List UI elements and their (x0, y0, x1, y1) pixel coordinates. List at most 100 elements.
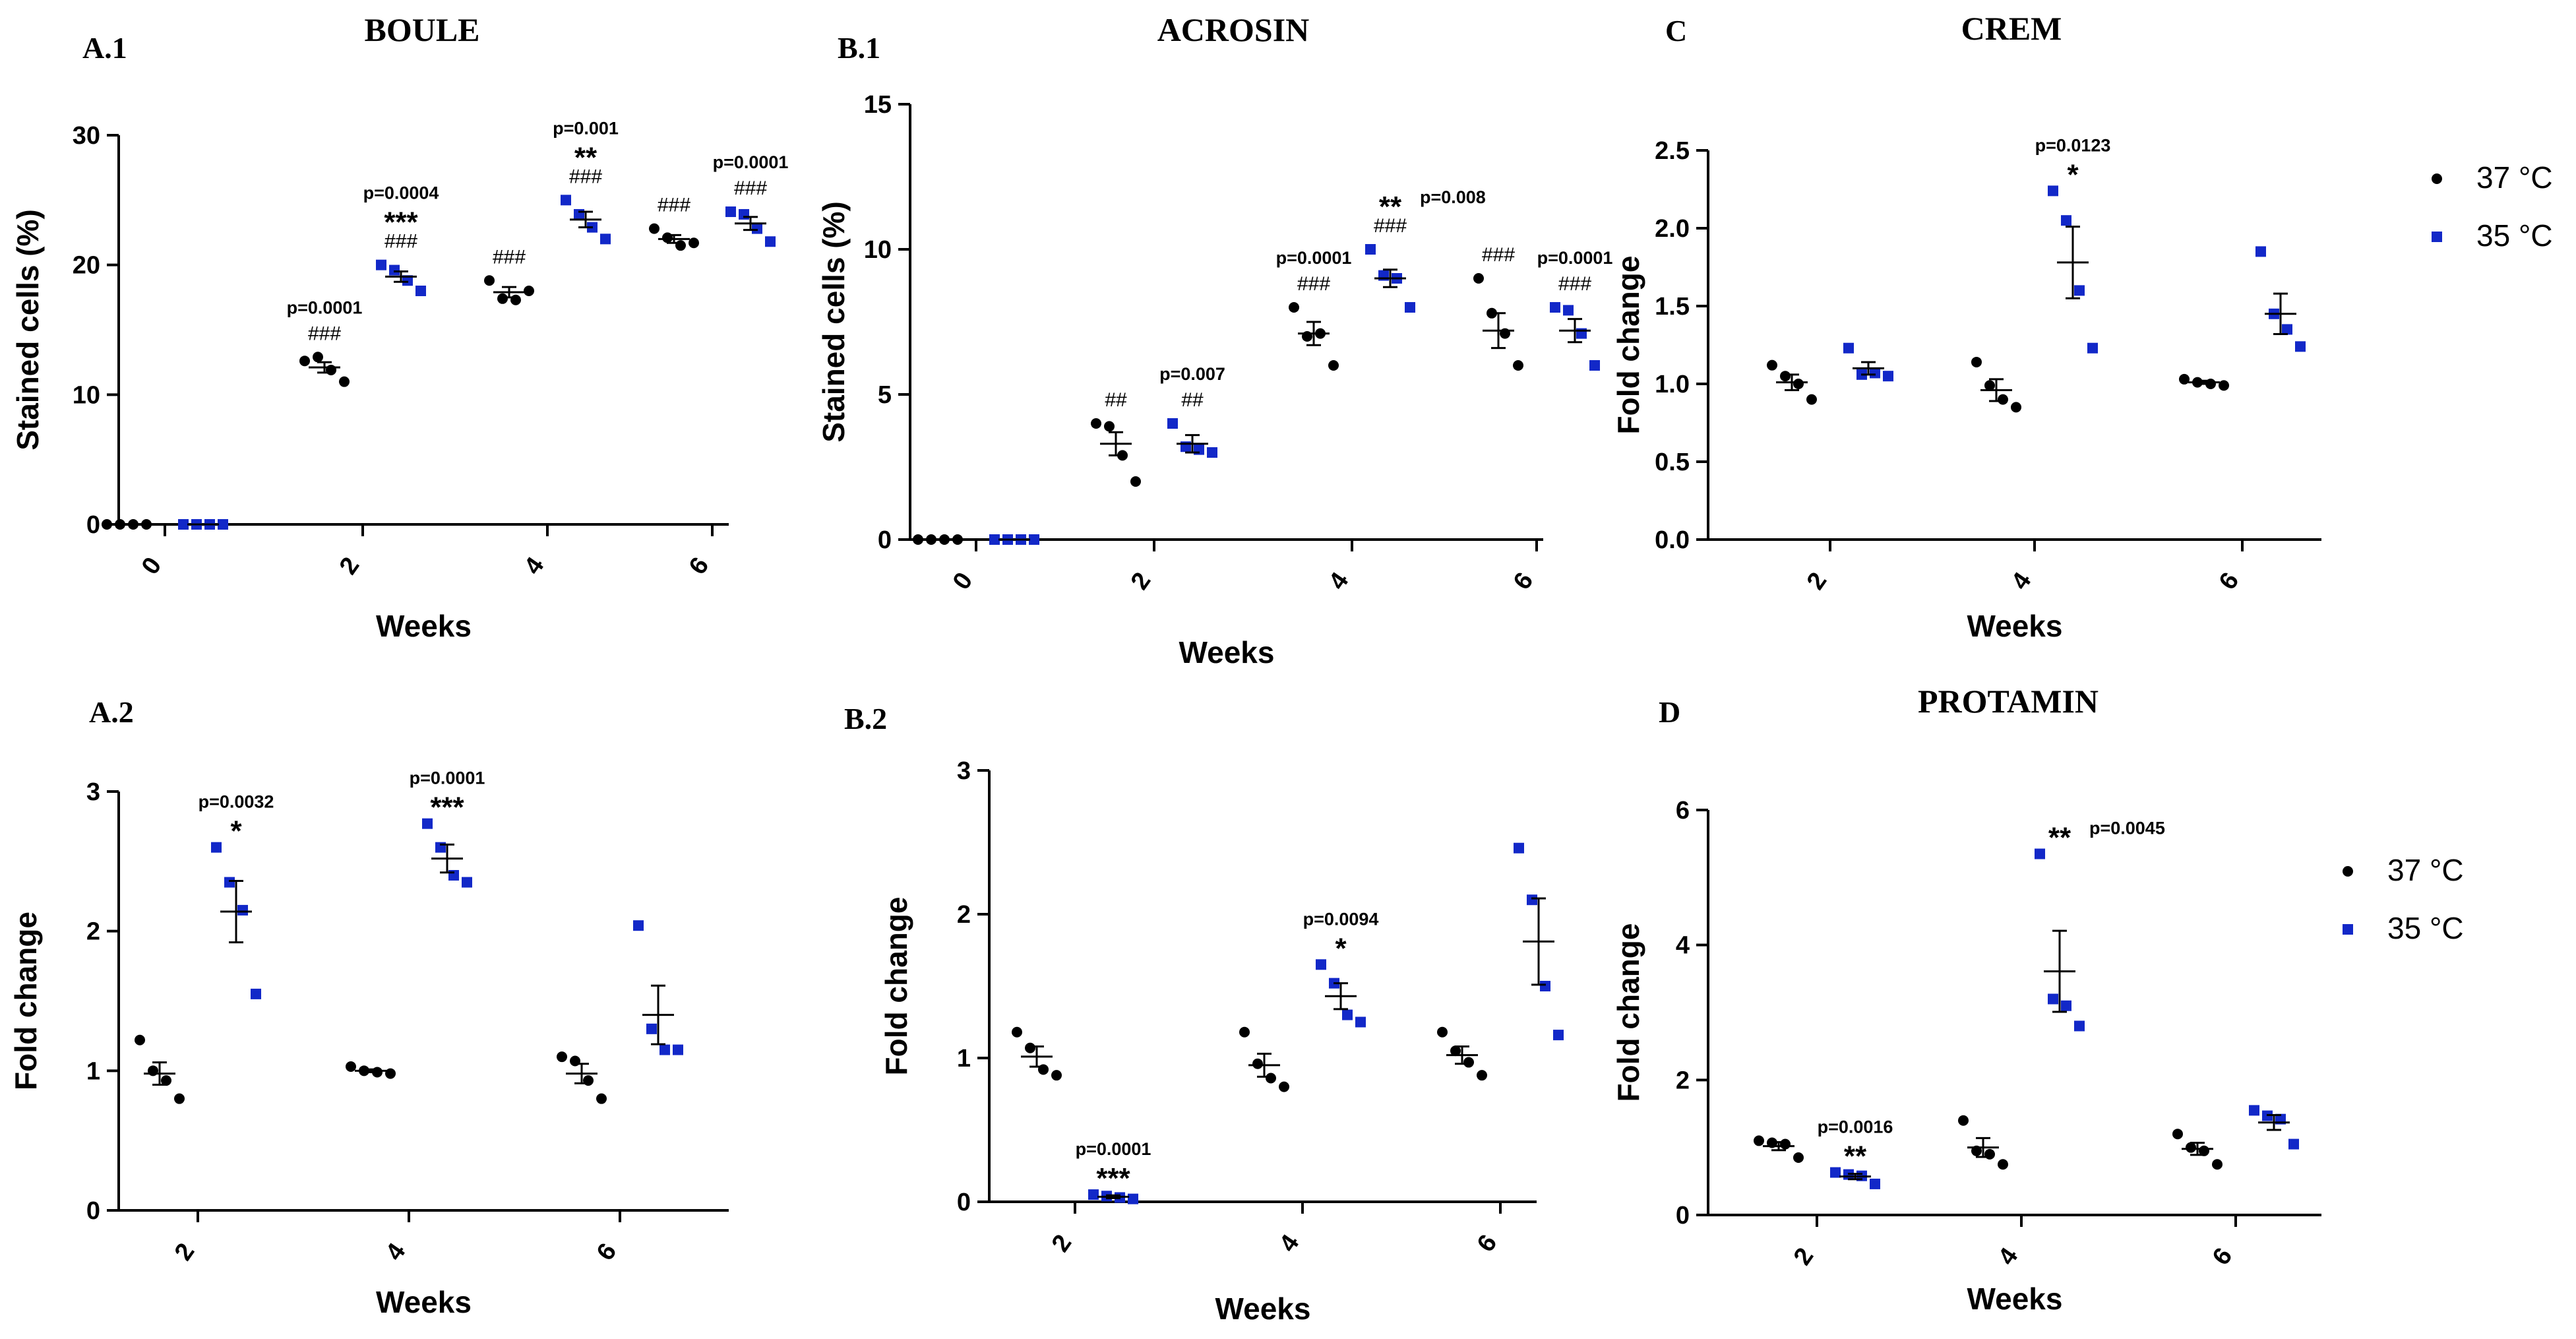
data-point-37c (1984, 380, 1995, 391)
data-point-37c (1780, 1138, 1791, 1150)
y-tick-label: 2 (86, 918, 100, 946)
x-tick-label: 6 (684, 552, 715, 579)
data-point-35c (2035, 848, 2045, 859)
data-point-35c (1167, 418, 1178, 429)
legend-label: 37 °C (2387, 853, 2464, 887)
x-axis-label: Weeks (1179, 635, 1275, 670)
data-point-37c (1025, 1042, 1035, 1053)
data-point-37c (346, 1061, 356, 1072)
significance-label: ### (658, 195, 690, 216)
data-point-35c (1088, 1189, 1099, 1200)
significance-label: p=0.0094 (1303, 909, 1379, 929)
data-point-37c (326, 364, 336, 375)
data-point-35c (633, 920, 644, 931)
significance-label: ### (1297, 273, 1330, 295)
data-point-37c (1958, 1115, 1969, 1126)
significance-label: p=0.001 (553, 118, 619, 138)
data-point-35c (673, 1044, 683, 1055)
y-tick-label: 0 (878, 526, 892, 554)
y-tick-label: 2 (957, 901, 971, 929)
y-tick-label: 0 (86, 1197, 100, 1225)
legend-label: 35 °C (2476, 218, 2553, 253)
data-point-35c (1830, 1167, 1841, 1178)
data-point-37c (649, 223, 659, 234)
data-point-35c (1316, 959, 1326, 970)
significance-label: p=0.0123 (2035, 135, 2111, 155)
x-tick-label: 2 (1126, 567, 1157, 594)
significance-label: p=0.0004 (363, 183, 439, 203)
data-point-35c (646, 1023, 657, 1034)
legend-marker-dot (2432, 173, 2442, 184)
data-point-37c (1051, 1070, 1062, 1081)
data-point-35c (1553, 1030, 1564, 1041)
data-point-37c (1239, 1026, 1250, 1038)
data-point-37c (313, 352, 323, 363)
y-axis-label: Fold change (1611, 923, 1645, 1102)
x-tick-label: 4 (1274, 1230, 1305, 1257)
data-point-37c (1984, 1148, 1995, 1160)
data-point-37c (510, 294, 521, 305)
panel-b1: B.1 ACROSIN 0 5 10 15 0 2 4 6 Stained cells (%) Wee… (816, 11, 1612, 670)
significance-label: p=0.0001 (713, 152, 789, 172)
y-tick-label: 0 (86, 511, 100, 539)
data-point-35c (218, 519, 228, 530)
y-tick-label: 2 (1676, 1067, 1690, 1094)
data-point-37c (102, 519, 112, 530)
significance-label: ** (574, 141, 598, 173)
data-point-37c (1289, 302, 1299, 313)
data-point-37c (1780, 371, 1791, 382)
data-point-35c (237, 904, 248, 916)
x-axis-label: Weeks (1215, 1292, 1311, 1326)
y-tick-label: 1.0 (1655, 371, 1690, 398)
data-point-35c (1527, 894, 1537, 906)
data-point-35c (574, 208, 584, 220)
data-point-37c (2179, 373, 2190, 385)
significance-label: ### (384, 231, 417, 253)
significance-label: p=0.0001 (287, 297, 363, 317)
significance-label: ** (2048, 822, 2071, 854)
x-tick-label: 2 (169, 1238, 200, 1265)
data-point-37c (1793, 1152, 1804, 1164)
significance-label: ### (1374, 215, 1407, 237)
data-point-35c (1405, 302, 1415, 313)
panel-title: BOULE (364, 11, 479, 48)
data-point-35c (1365, 244, 1376, 255)
significance-label: ### (734, 177, 767, 199)
x-tick-label: 2 (1789, 1243, 1820, 1270)
data-point-35c (1563, 305, 1574, 316)
significance-label: ## (1181, 389, 1204, 411)
x-tick-label: 4 (519, 552, 550, 579)
y-tick-label: 30 (73, 122, 100, 150)
x-tick-label: 4 (1324, 567, 1355, 594)
data-point-35c (1342, 1009, 1353, 1020)
data-point-35c (2048, 185, 2058, 197)
data-point-35c (1029, 534, 1039, 545)
data-point-35c (752, 223, 762, 234)
data-point-37c (1806, 394, 1817, 405)
data-point-35c (1540, 981, 1550, 991)
data-point-35c (389, 265, 400, 276)
data-point-35c (600, 234, 611, 245)
data-point-37c (1328, 360, 1339, 371)
data-point-35c (2048, 993, 2058, 1005)
data-point-37c (484, 275, 495, 286)
data-point-37c (161, 1075, 171, 1086)
significance-label: ### (1482, 244, 1515, 266)
x-tick-label: 6 (592, 1238, 623, 1265)
data-point-37c (1998, 394, 2008, 405)
legend-marker-dot (2343, 866, 2353, 877)
x-tick-label: 6 (1472, 1230, 1503, 1257)
y-tick-label: 20 (73, 252, 100, 280)
data-point-35c (1883, 371, 1893, 382)
significance-label: p=0.0001 (1537, 248, 1613, 268)
x-tick-label: 2 (1802, 567, 1833, 594)
x-tick-label: 4 (381, 1238, 412, 1265)
x-tick-label: 0 (948, 567, 979, 594)
panel-letter: A.2 (89, 695, 134, 729)
data-point-37c (2011, 402, 2021, 413)
data-point-37c (1513, 360, 1523, 371)
data-point-35c (2288, 1138, 2299, 1150)
significance-label: p=0.0016 (1818, 1117, 1893, 1137)
significance-label: ### (1558, 273, 1591, 295)
significance-label: ** (1379, 191, 1402, 223)
